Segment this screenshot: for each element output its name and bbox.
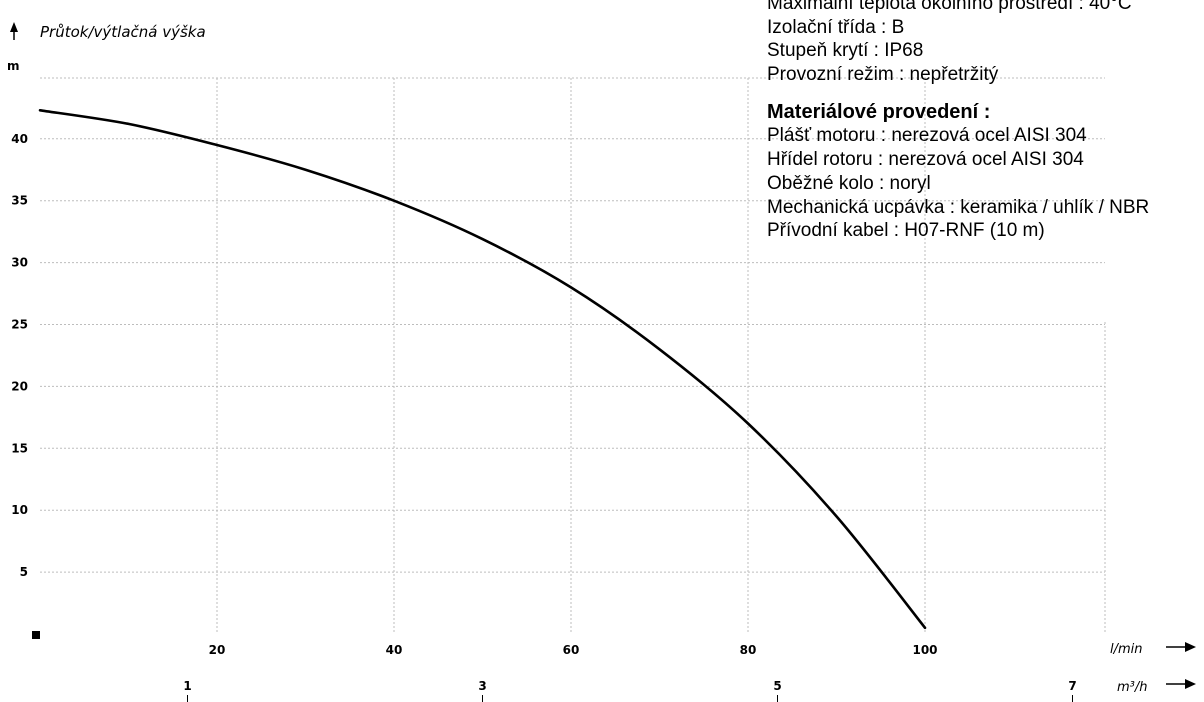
origin-marker: [32, 631, 40, 639]
x-axis-unit-primary: l/min: [1110, 642, 1143, 657]
x-axis-arrow-primary: [1166, 642, 1196, 652]
y-tick-label-15: 15: [11, 441, 28, 455]
y-tick-label-10: 10: [11, 503, 28, 517]
pump-specifications: Maximální teplota okolního prostředí : 4…: [767, 0, 1204, 243]
material-line-1: Hřídel rotoru : nerezová ocel AISI 304: [767, 148, 1204, 172]
y-tick-label-30: 30: [11, 256, 28, 270]
x-axis-unit-secondary: m³/h: [1117, 680, 1148, 695]
material-line-2: Oběžné kolo : noryl: [767, 172, 1204, 196]
materials-heading: Materiálové provedení :: [767, 101, 1204, 125]
spec-line-0: Maximální teplota okolního prostředí : 4…: [767, 0, 1204, 16]
y-axis-arrow: [10, 22, 18, 32]
y-tick-label-35: 35: [11, 194, 28, 208]
x2-tick-label-5: 5: [773, 679, 781, 693]
y-axis-unit: m: [7, 59, 20, 73]
x-tick-label-60: 60: [563, 643, 580, 657]
spec-list-materials: Plášť motoru : nerezová ocel AISI 304 Hří…: [767, 124, 1204, 242]
x2-tick-label-1: 1: [183, 679, 191, 693]
spec-list-general: Maximální teplota okolního prostředí : 4…: [767, 0, 1204, 87]
y-tick-label-25: 25: [11, 318, 28, 332]
material-line-4: Přívodní kabel : H07-RNF (10 m): [767, 219, 1204, 243]
y-tick-label-5: 5: [20, 565, 28, 579]
material-line-3: Mechanická ucpávka : keramika / uhlík / …: [767, 196, 1204, 220]
x-tick-label-80: 80: [740, 643, 757, 657]
x-tick-label-40: 40: [386, 643, 403, 657]
x-tick-label-20: 20: [209, 643, 226, 657]
x2-tick-label-3: 3: [478, 679, 486, 693]
spec-line-2: Stupeň krytí : IP68: [767, 39, 1204, 63]
y-axis-label: Průtok/výtlačná výška: [40, 23, 206, 41]
spec-line-3: Provozní režim : nepřetržitý: [767, 63, 1204, 87]
x2-tick-label-7: 7: [1068, 679, 1076, 693]
y-tick-label-40: 40: [11, 132, 28, 146]
material-line-0: Plášť motoru : nerezová ocel AISI 304: [767, 124, 1204, 148]
x-tick-label-100: 100: [912, 643, 937, 657]
y-tick-label-20: 20: [11, 379, 28, 393]
spec-line-1: Izolační třída : B: [767, 16, 1204, 40]
x-axis-arrow-secondary: [1166, 679, 1196, 689]
